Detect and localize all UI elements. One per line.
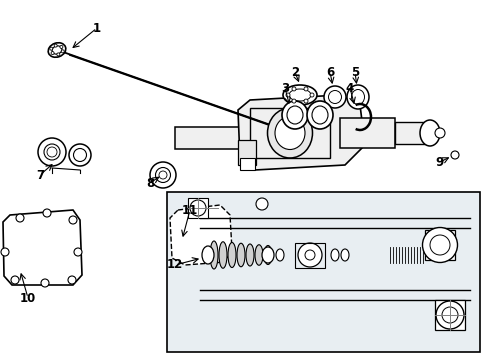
Bar: [394, 122, 424, 144]
Circle shape: [60, 45, 63, 49]
Ellipse shape: [288, 89, 310, 101]
Circle shape: [50, 47, 53, 50]
Text: 7: 7: [36, 168, 44, 181]
Ellipse shape: [267, 108, 312, 158]
Circle shape: [51, 51, 54, 55]
Bar: [240, 158, 254, 170]
Ellipse shape: [227, 243, 236, 267]
Circle shape: [69, 216, 77, 224]
Ellipse shape: [324, 86, 346, 108]
Ellipse shape: [435, 301, 463, 329]
Polygon shape: [167, 192, 479, 352]
Circle shape: [450, 151, 458, 159]
Circle shape: [309, 93, 313, 97]
Ellipse shape: [52, 46, 62, 54]
Ellipse shape: [346, 85, 368, 109]
Circle shape: [41, 279, 49, 287]
Text: 2: 2: [290, 66, 299, 78]
Ellipse shape: [282, 101, 307, 129]
Bar: [424, 230, 454, 260]
Ellipse shape: [351, 90, 364, 104]
Text: 1: 1: [93, 22, 101, 35]
Circle shape: [304, 99, 307, 103]
Text: 3: 3: [281, 81, 288, 95]
Ellipse shape: [422, 228, 457, 262]
Text: 8: 8: [145, 176, 154, 189]
Ellipse shape: [328, 90, 341, 104]
Circle shape: [291, 99, 295, 103]
Circle shape: [43, 209, 51, 217]
Ellipse shape: [73, 149, 86, 162]
Ellipse shape: [38, 138, 66, 166]
Polygon shape: [238, 95, 364, 170]
Circle shape: [57, 53, 60, 56]
Ellipse shape: [306, 101, 332, 129]
Bar: [175, 127, 249, 149]
Text: 5: 5: [350, 66, 358, 78]
Bar: [249, 108, 329, 158]
Ellipse shape: [283, 85, 316, 105]
Ellipse shape: [286, 106, 303, 124]
Ellipse shape: [155, 167, 170, 183]
Circle shape: [305, 250, 314, 260]
Circle shape: [1, 248, 9, 256]
Circle shape: [68, 276, 76, 284]
Bar: [238, 140, 256, 165]
Ellipse shape: [311, 106, 327, 124]
Circle shape: [11, 276, 19, 284]
Circle shape: [297, 243, 321, 267]
Ellipse shape: [48, 43, 66, 57]
Circle shape: [61, 50, 64, 53]
Bar: [339, 118, 394, 148]
Circle shape: [54, 44, 57, 47]
Circle shape: [159, 171, 167, 179]
Bar: [294, 243, 325, 268]
Text: 6: 6: [325, 66, 333, 78]
Bar: [187, 198, 207, 218]
Ellipse shape: [69, 144, 91, 166]
Ellipse shape: [340, 249, 348, 261]
Circle shape: [256, 198, 267, 210]
Ellipse shape: [330, 249, 338, 261]
Ellipse shape: [419, 120, 439, 146]
Ellipse shape: [209, 241, 218, 269]
Ellipse shape: [219, 242, 226, 268]
Ellipse shape: [275, 249, 284, 261]
Circle shape: [304, 87, 307, 91]
Ellipse shape: [237, 243, 244, 267]
Text: 12: 12: [166, 258, 183, 271]
Ellipse shape: [429, 235, 449, 255]
Circle shape: [434, 128, 444, 138]
Text: 9: 9: [435, 156, 443, 168]
Polygon shape: [3, 210, 82, 285]
Text: 10: 10: [20, 292, 36, 305]
Ellipse shape: [202, 246, 214, 264]
Text: 11: 11: [182, 203, 198, 216]
Circle shape: [291, 87, 295, 91]
Ellipse shape: [264, 246, 271, 265]
Ellipse shape: [254, 245, 263, 265]
Ellipse shape: [245, 244, 253, 266]
Circle shape: [190, 200, 205, 216]
Circle shape: [16, 214, 24, 222]
Circle shape: [74, 248, 82, 256]
Ellipse shape: [274, 117, 305, 149]
Polygon shape: [170, 205, 231, 265]
Circle shape: [47, 147, 57, 157]
Circle shape: [441, 307, 457, 323]
Text: 4: 4: [345, 81, 353, 95]
Circle shape: [285, 93, 289, 97]
Ellipse shape: [44, 144, 60, 160]
Ellipse shape: [150, 162, 176, 188]
Ellipse shape: [262, 247, 273, 263]
Bar: [434, 300, 464, 330]
